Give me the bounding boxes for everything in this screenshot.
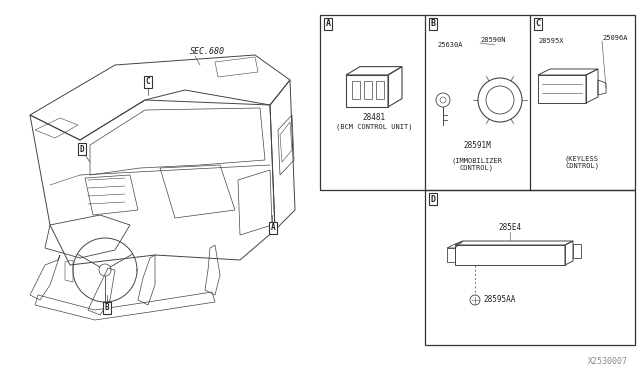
Text: 25096A: 25096A: [602, 35, 627, 41]
Text: A: A: [271, 224, 275, 232]
Text: X2530007: X2530007: [588, 357, 628, 366]
Text: A: A: [326, 19, 330, 29]
Text: (KEYLESS
CONTROL): (KEYLESS CONTROL): [565, 155, 599, 169]
Text: (IMMOBILIZER
CONTROL): (IMMOBILIZER CONTROL): [451, 157, 502, 171]
Text: 28595X: 28595X: [538, 38, 563, 44]
Bar: [352, 81, 360, 99]
Bar: [346, 75, 388, 107]
Text: D: D: [431, 195, 435, 203]
Bar: [455, 245, 565, 265]
Bar: [376, 81, 384, 99]
Text: 285E4: 285E4: [499, 224, 522, 232]
Text: 28481: 28481: [362, 112, 385, 122]
Bar: [364, 81, 372, 99]
Text: 28595AA: 28595AA: [483, 295, 515, 305]
Text: (BCM CONTROL UNIT): (BCM CONTROL UNIT): [336, 124, 412, 130]
Text: B: B: [431, 19, 435, 29]
Bar: [320, 15, 635, 190]
Bar: [425, 190, 635, 345]
Text: 28591M: 28591M: [463, 141, 491, 150]
Text: D: D: [80, 144, 84, 154]
Text: B: B: [105, 304, 109, 312]
Text: SEC.680: SEC.680: [190, 48, 225, 57]
Text: C: C: [146, 77, 150, 87]
Bar: [538, 75, 586, 103]
Text: C: C: [536, 19, 541, 29]
Text: 25630A: 25630A: [437, 42, 463, 48]
Text: 28590N: 28590N: [480, 37, 506, 43]
